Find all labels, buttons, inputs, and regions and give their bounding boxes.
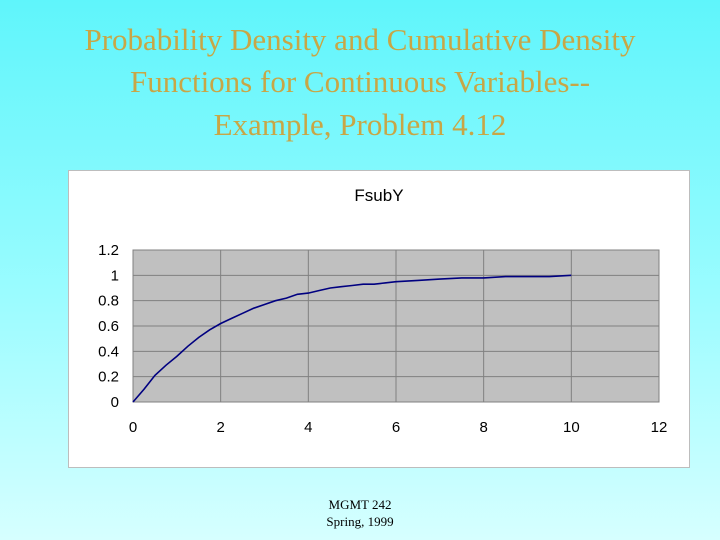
chart-title: FsubY xyxy=(354,186,403,205)
x-tick-label: 6 xyxy=(392,419,400,436)
slide-title-line-2: Functions for Continuous Variables-- xyxy=(129,64,591,99)
series-line-fsuby xyxy=(132,274,572,403)
y-tick-label: 0 xyxy=(111,394,119,411)
slide-title-line-1: Probability Density and Cumulative Densi… xyxy=(84,22,636,57)
chart-svg: FsubY 0 0.2 0.4 0.6 0.8 1 1.2 0 2 4 6 8 10 12 xyxy=(98,186,668,436)
grid-lines xyxy=(132,249,660,403)
x-tick-labels: 0 2 4 6 8 10 12 xyxy=(129,419,668,436)
y-tick-labels: 0 0.2 0.4 0.6 0.8 1 1.2 xyxy=(98,242,119,411)
x-tick-label: 8 xyxy=(479,419,487,436)
y-tick-label: 1 xyxy=(111,267,119,284)
y-tick-label: 0.4 xyxy=(98,343,119,360)
x-tick-label: 0 xyxy=(129,419,137,436)
y-tick-label: 0.6 xyxy=(98,318,119,335)
chart-panel: FsubY 0 0.2 0.4 0.6 0.8 1 1.2 0 2 4 6 8 10 12 xyxy=(68,170,690,468)
slide-subtitle: Example, Problem 4.12 xyxy=(213,107,507,142)
footer-term: Spring, 1999 xyxy=(326,514,394,529)
y-tick-label: 0.2 xyxy=(98,369,119,386)
x-tick-label: 10 xyxy=(563,419,580,436)
y-tick-label: 1.2 xyxy=(98,242,119,259)
y-tick-label: 0.8 xyxy=(98,293,119,310)
x-tick-label: 4 xyxy=(304,419,312,436)
x-tick-label: 12 xyxy=(651,419,668,436)
footer-course: MGMT 242 xyxy=(328,497,392,512)
x-tick-label: 2 xyxy=(216,419,224,436)
